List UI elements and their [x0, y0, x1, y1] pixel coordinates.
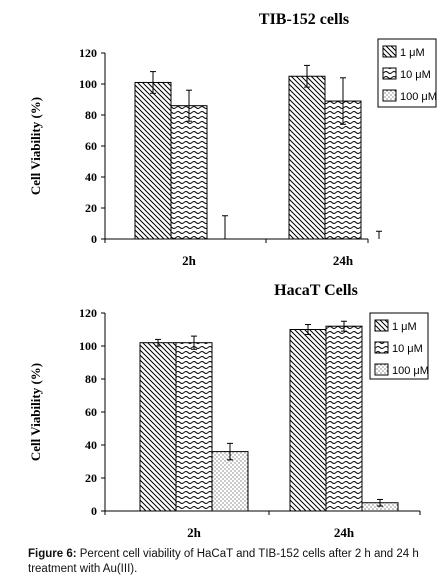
figure-caption: Figure 6: Percent cell viability of HaCa… — [28, 547, 438, 577]
x-tick-label: 24h — [333, 253, 354, 268]
x-tick-label: 2h — [187, 525, 202, 540]
legend-swatch — [374, 341, 389, 354]
legend-swatch — [374, 363, 389, 376]
y-tick-label: 40 — [85, 170, 97, 184]
legend-label: 10 μM — [392, 343, 423, 355]
y-tick-label: 80 — [85, 108, 97, 122]
y-tick-label: 120 — [79, 306, 97, 320]
chart-tib152: TIB-152 cells Cell Viability (%) 0 20 40 60 80… — [28, 11, 437, 268]
bar — [289, 329, 327, 512]
y-tick-label: 80 — [85, 372, 97, 386]
bar — [175, 342, 213, 512]
chart-title: TIB-152 cells — [259, 11, 349, 28]
legend-swatch — [382, 89, 397, 102]
legend-swatch — [382, 67, 397, 80]
y-axis-label: Cell Viability (%) — [28, 363, 43, 461]
caption-label: Figure 6: — [28, 548, 77, 560]
legend-swatch — [382, 45, 397, 58]
legend-label: 100 μM — [400, 91, 437, 103]
chart-hacat: HacaT Cells Cell Viability (%) 0 20 40 60 80 10… — [28, 282, 429, 540]
bar — [170, 105, 208, 240]
legend-label: 1 μM — [392, 321, 417, 333]
y-tick-label: 100 — [79, 339, 97, 353]
bar — [134, 81, 172, 240]
y-tick-label: 0 — [91, 232, 97, 246]
bar — [139, 342, 177, 512]
bar — [211, 451, 249, 512]
y-tick-label: 100 — [79, 77, 97, 91]
legend-label: 1 μM — [400, 47, 425, 59]
y-tick-label: 0 — [91, 504, 97, 518]
bar — [288, 75, 326, 240]
legend: 1 μM 10 μM 100 μM — [377, 38, 437, 108]
y-tick-label: 60 — [85, 139, 97, 153]
legend-label: 100 μM — [392, 365, 429, 377]
caption-text: Percent cell viability of HaCaT and TIB-… — [28, 548, 419, 575]
y-axis-label: Cell Viability (%) — [28, 97, 43, 195]
y-tick-label: 20 — [85, 471, 97, 485]
y-tick-label: 60 — [85, 405, 97, 419]
x-tick-label: 2h — [182, 253, 197, 268]
bar — [325, 325, 363, 512]
y-tick-label: 40 — [85, 438, 97, 452]
y-tick-label: 120 — [79, 46, 97, 60]
chart-title: HacaT Cells — [274, 282, 358, 299]
legend-swatch — [374, 319, 389, 332]
x-tick-label: 24h — [334, 525, 355, 540]
legend: 1 μM 10 μM 100 μM — [369, 312, 429, 380]
legend-label: 10 μM — [400, 69, 431, 81]
y-tick-label: 20 — [85, 201, 97, 215]
